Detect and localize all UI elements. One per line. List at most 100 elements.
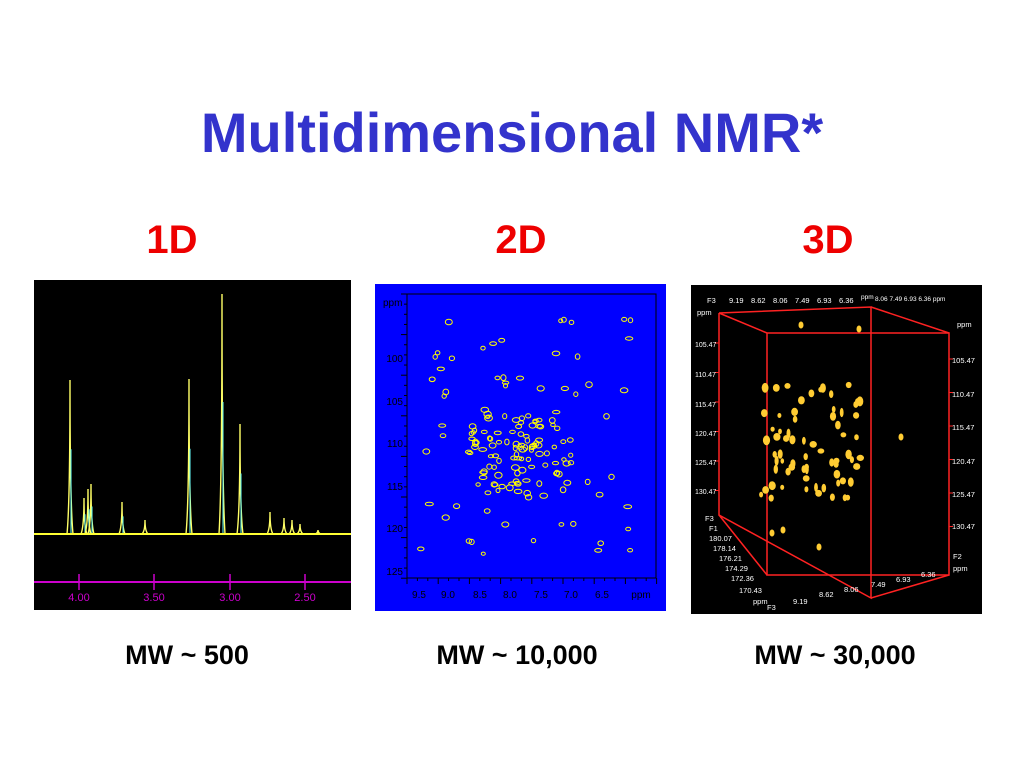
spectrum-3d-peak [804,486,809,493]
spectrum-2d-peak [517,442,526,448]
spectrum-2d-peak [619,387,629,394]
spectrum-2d-peak [513,451,520,458]
spectrum-2d-peak [491,464,497,470]
spectrum-2d-peak [536,480,543,487]
spectrum-3d-peak [842,494,848,502]
spectrum-3d-peak [815,489,822,497]
spectrum-2d-peak [484,490,492,496]
spectrum-3d-peak [808,389,815,398]
spectrum-2d-peak [566,437,574,443]
top-tick-label: 6.93 [817,296,832,305]
mw-label-1d: MW ~ 500 [125,640,249,670]
spectrum-2d-peak [530,538,537,544]
spectrum-2d-peak [528,445,535,453]
spectrum-2d-peak [487,454,495,459]
spectrum-2d-peak [523,433,530,439]
spectrum-1d-peak [296,523,304,535]
spectrum-2d-peak [548,417,556,424]
x-tick-label: 9.5 [412,590,426,601]
right-tick-label: 115.47 [952,423,974,432]
spectrum-1d: 4.00 3.50 3.00 2.50 [34,280,351,610]
spectrum-3d-peak [839,477,846,485]
spectrum-3d-peak [789,435,796,445]
f1-tick-label: 172.36 [731,574,754,583]
spectrum-3d-peak [829,390,834,398]
spectrum-2d-peak [568,452,574,458]
spectrum-2d-peak [513,456,523,461]
spectrum-2d-peak [522,444,529,452]
spectrum-3d-peak [845,381,852,389]
spectrum-2d-peak [563,479,572,486]
left-tick-label: 110.47 [695,372,716,379]
spectrum-2d-peak [524,494,533,501]
spectrum-2d-peak [562,460,571,467]
top-tick-label: 8.06 [773,296,788,305]
spectrum-2d-peak [574,353,581,360]
spectrum-2d-peak [542,462,549,468]
spectrum-2d-ticks [401,293,658,584]
ppm-label-top-right: ppm [957,320,972,329]
spectrum-2d-peak [498,483,506,490]
spectrum-1d-peak [141,519,149,535]
spectrum-2d-peak [480,345,486,351]
axis-label-f2: F2 [953,552,962,561]
spectrum-2d-peak [525,456,532,462]
top-ppm-label: ppm [861,294,874,301]
spectrum-1d-background [34,280,351,610]
spectrum-2d-peak [508,481,517,486]
spectrum-1d-peak [288,519,296,535]
spectrum-2d-peak [554,425,561,432]
spectrum-2d-peak [465,538,473,544]
spectrum-2d-peak [551,460,560,466]
axis-label-f3-lower: F3 [705,514,714,523]
right-tick-label: 120.47 [952,457,975,466]
spectrum-2d-peak [417,546,425,552]
spectrum-2d-peak [511,417,521,423]
spectrum-3d-peak [773,464,778,474]
spectrum-2d-peak [595,491,604,498]
spectrum-2d-peak [513,488,523,495]
label-3d: 3D [802,218,854,262]
spectrum-2d-peak [554,469,560,477]
spectrum-3d-peak [840,432,847,438]
f1-tick-label: 174.29 [725,564,748,573]
spectrum-2d-peak [515,424,523,429]
spectrum-3d-peaks [759,321,904,551]
spectrum-2d-peak [495,439,503,445]
spectrum-3d-peak [856,454,864,461]
spectrum-2d-peak [528,464,536,470]
spectrum-2d-peak [573,391,579,397]
spectrum-3d-ticks [715,342,953,527]
spectrum-2d-peak [535,450,544,457]
spectrum-3d-peak [803,453,808,461]
spectrum-2d-peak [468,538,475,545]
spectrum-3d-peak [855,398,861,404]
spectrum-3d-peak [798,321,804,329]
slide-title: Multidimensional NMR* [200,101,824,164]
spectrum-2d-peak [518,466,527,474]
label-1d: 1D [146,218,198,262]
spectrum-3d-peak [768,494,774,502]
tick-label: 3.00 [219,592,240,604]
x-tick-label: 9.0 [441,590,455,601]
ppm-label-y: ppm [383,298,402,309]
spectrum-2d-peak [627,548,634,553]
spectrum-2d-peak [594,548,603,553]
spectrum-3d-peak [774,455,779,466]
spectrum-2d-peak [528,422,537,429]
spectrum-3d-peak [809,441,817,448]
spectrum-2d-peak [491,453,500,459]
spectrum-2d-peak [448,355,456,362]
spectrum-2d-peak [621,316,628,322]
spectrum-3d-peak [829,412,837,421]
x-tick-label: 7.5 [534,590,548,601]
label-2d: 2D [495,218,547,262]
spectrum-2d-peak [483,508,491,514]
spectrum-3d-peak [777,449,783,459]
spectrum-2d-peak [523,489,531,497]
spectrum-3d-peak [785,467,791,476]
right-tick-label: 110.47 [952,390,974,399]
mw-label-2d: MW ~ 10,000 [436,640,598,670]
spectrum-3d-peak [816,543,822,551]
spectrum-3d-peak [780,526,786,534]
